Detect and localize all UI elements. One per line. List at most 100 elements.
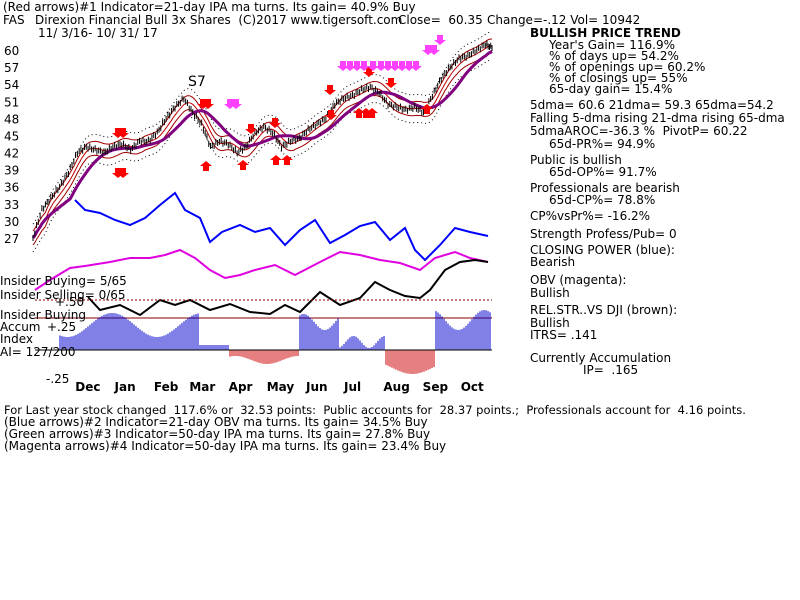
itrs-value: ITRS= .141 bbox=[530, 328, 598, 342]
red-signal-arrow bbox=[324, 85, 336, 95]
cp-vs-pr: CP%vsPr%= -16.2% bbox=[530, 209, 651, 223]
closings-up: % of closings up= 55% bbox=[549, 71, 688, 85]
x-tick-label: Sep bbox=[423, 380, 449, 394]
red-signal-arrow bbox=[421, 104, 433, 114]
x-tick-label: Mar bbox=[189, 380, 215, 394]
price-bands bbox=[31, 31, 493, 253]
closing-power-path bbox=[74, 191, 489, 262]
change-volume: Change=-.12 Vol= 10942 bbox=[487, 13, 641, 27]
red-signal-arrow bbox=[366, 108, 378, 118]
signal-arrows bbox=[112, 35, 446, 178]
y-tick-label: 54 bbox=[4, 78, 19, 92]
obv-title: OBV (magenta): bbox=[530, 273, 627, 287]
y-tick-label: 27 bbox=[4, 232, 19, 246]
footer-summary: For Last year stock changed 117.6% or 32… bbox=[4, 403, 746, 417]
y-tick-label: 48 bbox=[4, 112, 19, 126]
magenta-signal-arrow bbox=[358, 61, 370, 71]
price-series bbox=[32, 40, 493, 241]
y-tick-label: 33 bbox=[4, 198, 19, 212]
pr-65day: 65d-PR%= 94.9% bbox=[549, 137, 656, 151]
relative-strength-line bbox=[35, 258, 492, 319]
accum-plus25-label: +.25 bbox=[47, 320, 77, 334]
footer-indicator4: (Magenta arrows)#4 Indicator=50-day IPA … bbox=[4, 439, 447, 453]
footer-indicator2: (Blue arrows)#2 Indicator=21-day OBV ma … bbox=[4, 415, 428, 429]
close-price: Close= 60.35 bbox=[398, 13, 483, 27]
y-tick-label: 39 bbox=[4, 164, 19, 178]
x-tick-label: Apr bbox=[229, 380, 253, 394]
price-y-axis: 60 57 54 51 48 45 42 39 36 33 30 27 bbox=[4, 44, 19, 246]
insider-buying-label: Insider Buying= 5/65 bbox=[0, 274, 127, 288]
month-x-axis: Dec Jan Feb Mar Apr May Jun Jul Aug Sep Oct bbox=[75, 380, 484, 394]
red-signal-arrow bbox=[281, 155, 293, 165]
red-signal-arrow bbox=[117, 168, 129, 178]
y-tick-label: 36 bbox=[4, 181, 19, 195]
red-signal-arrow bbox=[325, 110, 337, 120]
y-tick-label: 30 bbox=[4, 215, 19, 229]
red-signal-arrow bbox=[245, 124, 257, 134]
x-tick-label: Dec bbox=[75, 380, 100, 394]
relative-strength-path bbox=[87, 258, 489, 317]
closing-power-state: Bearish bbox=[530, 255, 576, 269]
relstr-title: REL.STR..VS DJI (brown): bbox=[530, 303, 678, 317]
cp-65day: 65d-CP%= 78.8% bbox=[549, 193, 656, 207]
upper-dotted-band bbox=[32, 31, 493, 225]
y-tick-label: 45 bbox=[4, 129, 19, 143]
magenta-signal-arrow bbox=[410, 61, 422, 71]
fund-description: Direxion Financial Bull 3x Shares (C)201… bbox=[35, 13, 403, 27]
insider-buying-label-2: Insider Buying bbox=[0, 308, 86, 322]
accum-minus25-label: -.25 bbox=[46, 372, 70, 386]
x-tick-label: Feb bbox=[154, 380, 179, 394]
relstr-state: Bullish bbox=[530, 316, 570, 330]
magenta-signal-arrow bbox=[382, 61, 394, 71]
upper-band bbox=[32, 38, 493, 232]
red-signal-arrow bbox=[202, 99, 214, 109]
y-tick-label: 42 bbox=[4, 147, 19, 161]
op-65day: 65d-OP%= 91.7% bbox=[549, 165, 657, 179]
magenta-signal-arrow bbox=[344, 61, 356, 71]
y-tick-label: 57 bbox=[4, 61, 19, 75]
signal-s7-label: S7 bbox=[188, 74, 206, 90]
closing-power-line bbox=[74, 191, 489, 262]
red-signal-arrow bbox=[117, 128, 129, 138]
red-signal-arrow bbox=[237, 160, 249, 170]
aroc-pivot: 5dmaAROC=-36.3 % PivotP= 60.22 bbox=[530, 124, 748, 138]
x-tick-label: May bbox=[267, 380, 295, 394]
indicator1-caption: (Red arrows)#1 Indicator=21-day IPA ma t… bbox=[3, 0, 416, 14]
dma-values: 5dma= 60.6 21dma= 59.3 65dma=54.2 bbox=[530, 98, 774, 112]
magenta-signal-arrow bbox=[375, 61, 387, 71]
magenta-signal-arrow bbox=[403, 61, 415, 71]
ai-label: AI= 127/200 bbox=[0, 345, 76, 359]
magenta-signal-arrow bbox=[396, 61, 408, 71]
magenta-signal-arrow bbox=[389, 61, 401, 71]
public-status: Public is bullish bbox=[530, 153, 622, 167]
accumulation-histogram bbox=[35, 310, 492, 374]
red-signal-arrow bbox=[353, 108, 365, 118]
footer-indicator3: (Green arrows)#3 Indicator=50-day IPA ma… bbox=[4, 427, 431, 441]
red-signal-arrow bbox=[270, 155, 282, 165]
magenta-signal-arrow bbox=[230, 99, 242, 109]
y-tick-label: 51 bbox=[4, 95, 19, 109]
trend-title: BULLISH PRICE TREND bbox=[530, 26, 681, 40]
magenta-signal-arrow bbox=[434, 35, 446, 45]
lower-dotted-band bbox=[32, 59, 493, 253]
magenta-signal-arrow bbox=[351, 61, 363, 71]
insider-selling-label: Insider Selling= 0/65 bbox=[0, 288, 126, 302]
y-tick-label: 60 bbox=[4, 44, 19, 58]
red-signal-arrow bbox=[269, 118, 281, 128]
x-tick-label: Jul bbox=[343, 380, 361, 394]
gain-65day: 65-day gain= 15.4% bbox=[549, 82, 673, 96]
obv-path bbox=[34, 248, 489, 291]
index-label: Index bbox=[0, 332, 34, 346]
magenta-signal-arrow bbox=[428, 45, 440, 55]
date-range: 11/ 3/16- 10/ 31/ 17 bbox=[38, 26, 158, 40]
accum-label: Accum bbox=[0, 320, 41, 334]
magenta-signal-arrow bbox=[337, 61, 349, 71]
years-gain: Year's Gain= 116.9% bbox=[549, 38, 675, 52]
magenta-signal-arrow bbox=[367, 61, 379, 71]
strength-ratio: Strength Profess/Pub= 0 bbox=[530, 227, 677, 241]
x-tick-label: Oct bbox=[461, 380, 484, 394]
x-tick-label: Aug bbox=[383, 380, 409, 394]
closing-power-title: CLOSING POWER (blue): bbox=[530, 243, 675, 257]
accumulation-title: Currently Accumulation bbox=[530, 351, 672, 365]
